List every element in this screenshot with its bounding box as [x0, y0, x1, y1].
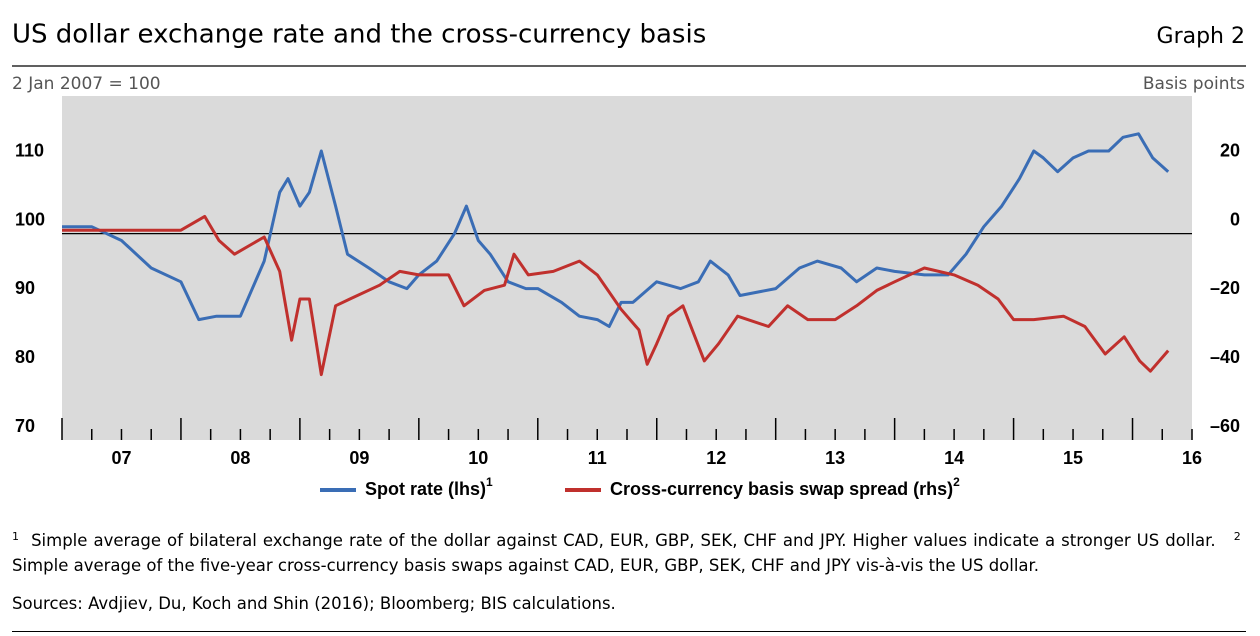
x-tick-label: 15	[1063, 448, 1083, 468]
footnotes: 1 Simple average of bilateral exchange r…	[12, 524, 1246, 578]
footnote-text: Simple average of the five-year cross-cu…	[12, 556, 1040, 575]
legend-label: Spot rate (lhs)1	[365, 475, 493, 499]
legend-label: Cross-currency basis swap spread (rhs)2	[610, 475, 960, 499]
x-tick-label: 13	[825, 448, 845, 468]
y2-tick-label: –40	[1210, 347, 1240, 367]
bottom-rule	[12, 631, 1246, 632]
chart-title: US dollar exchange rate and the cross-cu…	[12, 20, 706, 50]
y2-tick-label: 0	[1230, 209, 1240, 229]
footnote-mark: 1	[12, 530, 19, 543]
x-tick-label: 10	[468, 448, 488, 468]
x-tick-label: 11	[588, 448, 607, 468]
y-tick-label: 90	[15, 278, 35, 298]
x-tick-label: 12	[706, 448, 726, 468]
series-line	[62, 214, 1170, 377]
legend-note: 2	[953, 475, 960, 489]
x-tick-label: 09	[349, 448, 369, 468]
x-tick-label: 14	[944, 448, 964, 468]
y-tick-label: 70	[15, 416, 35, 436]
x-tick-label: 08	[230, 448, 250, 468]
y2-tick-label: –20	[1210, 278, 1240, 298]
y2-axis-label: Basis points	[1143, 74, 1245, 94]
legend-note: 1	[486, 475, 493, 489]
y-tick-label: 110	[15, 141, 44, 161]
legend-name: Cross-currency basis swap spread (rhs)	[610, 479, 953, 499]
sources: Sources: Avdjiev, Du, Koch and Shin (201…	[12, 594, 616, 613]
series-line	[62, 132, 1170, 328]
y-tick-label: 100	[15, 209, 45, 229]
legend-name: Spot rate (lhs)	[365, 479, 486, 499]
x-tick-label: 16	[1182, 448, 1202, 468]
graph-label: Graph 2	[1157, 24, 1245, 49]
y2-tick-label: 20	[1220, 141, 1240, 161]
footnote-mark: 2	[1233, 530, 1241, 543]
y-tick-label: 80	[15, 347, 35, 367]
footnote-text: Simple average of bilateral exchange rat…	[31, 531, 1216, 550]
y-axis-label: 2 Jan 2007 = 100	[12, 74, 161, 94]
plot-area	[62, 96, 1192, 440]
y2-tick-label: –60	[1210, 416, 1240, 436]
x-tick-label: 07	[111, 448, 131, 468]
chart: US dollar exchange rate and the cross-cu…	[12, 20, 1246, 499]
